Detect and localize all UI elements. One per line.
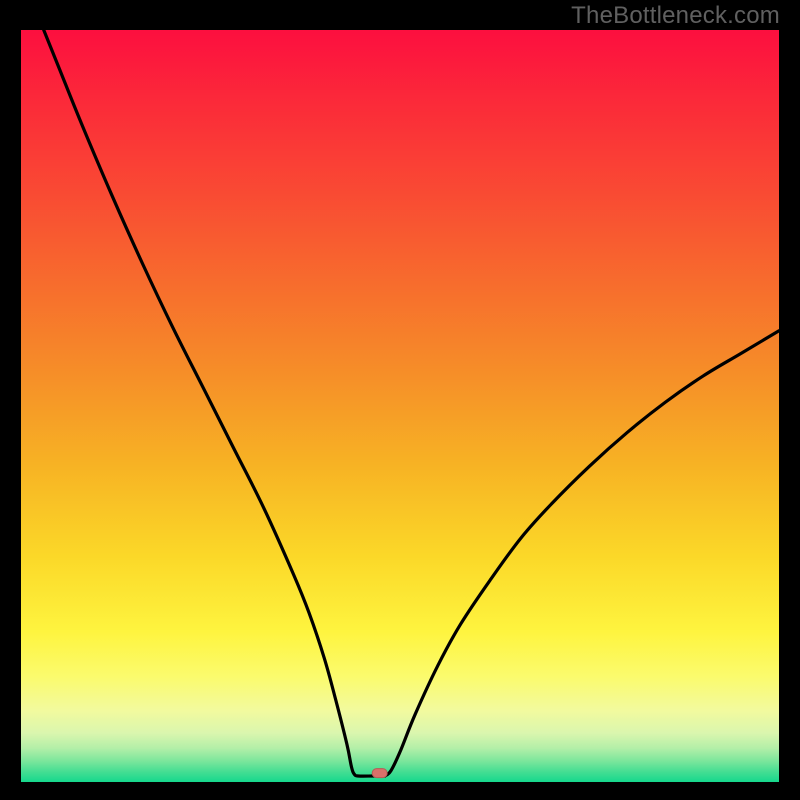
bottleneck-curve — [21, 30, 779, 782]
optimal-point-marker — [371, 768, 388, 778]
chart-frame: TheBottleneck.com — [0, 0, 800, 800]
plot-area — [21, 30, 779, 782]
curve-left-branch — [44, 30, 385, 776]
watermark-text: TheBottleneck.com — [571, 2, 780, 30]
curve-right-branch — [385, 331, 779, 776]
